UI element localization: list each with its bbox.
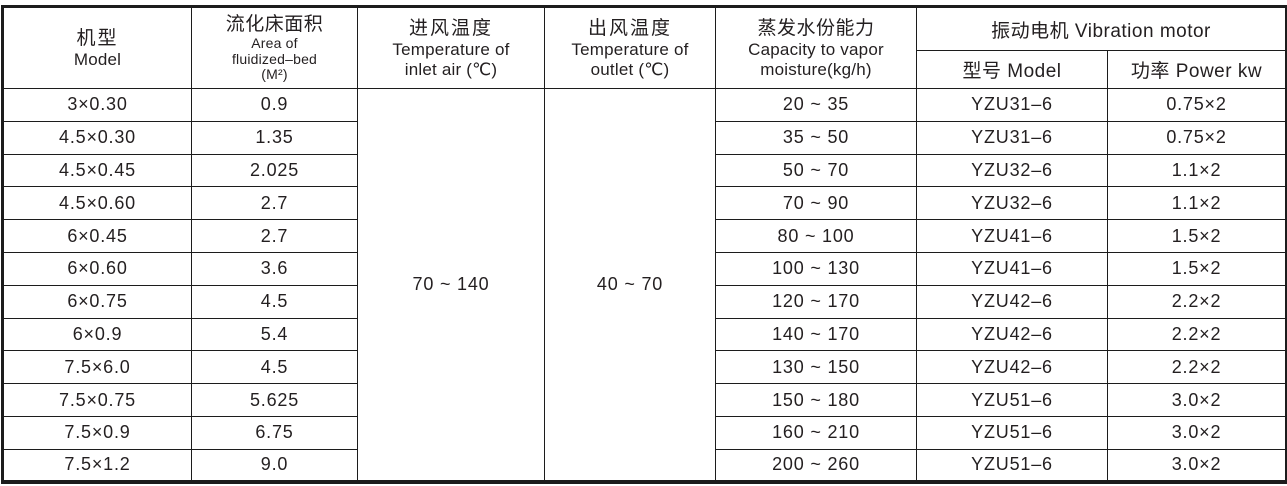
cell-area: 2.7 [191, 219, 358, 253]
cell-motor-model: YZU51–6 [916, 448, 1108, 483]
header-area-zh: 流化床面积 [225, 13, 324, 35]
table-row: 4.5×0.30 1.35 35 ~ 50 YZU31–6 0.75×2 [2, 120, 1287, 155]
table-row: 6×0.75 4.5 120 ~ 170 YZU42–6 2.2×2 [2, 284, 1287, 319]
cell-motor-model: YZU42–6 [916, 284, 1108, 319]
cell-motor-model: YZU41–6 [916, 251, 1108, 286]
cell-power: 1.5×2 [1107, 251, 1287, 286]
cell-capacity: 35 ~ 50 [715, 120, 917, 155]
fluidized-bed-dryer-spec-table: 机型 Model 流化床面积 Area of fluidized–bed (M²… [1, 5, 1287, 485]
cell-model: 3×0.30 [2, 88, 192, 122]
table-row: 6×0.60 3.6 100 ~ 130 YZU41–6 1.5×2 [2, 251, 1287, 286]
cell-capacity: 70 ~ 90 [715, 186, 917, 221]
cell-model: 6×0.60 [2, 251, 192, 286]
header-inlet-air-temp: 进风温度 Temperature of inlet air (℃) [357, 6, 545, 89]
cell-motor-model: YZU51–6 [916, 383, 1108, 417]
cell-model: 7.5×0.75 [2, 383, 192, 417]
cell-capacity: 120 ~ 170 [715, 284, 917, 319]
cell-area: 5.625 [191, 383, 358, 417]
cell-capacity: 160 ~ 210 [715, 415, 917, 450]
cell-power: 2.2×2 [1107, 350, 1287, 385]
cell-power: 1.1×2 [1107, 186, 1287, 221]
cell-inlet-air-temp: 70 ~ 140 [357, 88, 545, 483]
cell-area: 4.5 [191, 284, 358, 319]
cell-area: 4.5 [191, 350, 358, 385]
cell-power: 0.75×2 [1107, 120, 1287, 155]
header-model: 机型 Model [2, 6, 192, 89]
cell-area: 2.7 [191, 186, 358, 221]
cell-capacity: 50 ~ 70 [715, 153, 917, 188]
header-vapor-capacity-zh: 蒸发水份能力 [757, 18, 875, 40]
header-vapor-capacity: 蒸发水份能力 Capacity to vapor moisture(kg/h) [715, 6, 917, 89]
cell-area: 2.025 [191, 153, 358, 188]
table-body: 3×0.30 0.9 70 ~ 140 40 ~ 70 20 ~ 35 YZU3… [2, 88, 1287, 483]
header-vibration-motor: 振动电机 Vibration motor [916, 6, 1287, 51]
cell-model: 7.5×1.2 [2, 448, 192, 483]
cell-capacity: 150 ~ 180 [715, 383, 917, 417]
cell-motor-model: YZU41–6 [916, 219, 1108, 253]
header-motor-power: 功率 Power kw [1107, 50, 1287, 89]
cell-capacity: 100 ~ 130 [715, 251, 917, 286]
cell-power: 3.0×2 [1107, 383, 1287, 417]
cell-area: 5.4 [191, 317, 358, 352]
cell-capacity: 140 ~ 170 [715, 317, 917, 352]
cell-power: 2.2×2 [1107, 284, 1287, 319]
cell-model: 4.5×0.60 [2, 186, 192, 221]
header-vapor-capacity-en: Capacity to vapor moisture(kg/h) [748, 40, 884, 79]
cell-power: 0.75×2 [1107, 88, 1287, 122]
header-outlet-air-temp-en: Temperature of outlet (℃) [571, 40, 689, 79]
table-row: 6×0.45 2.7 80 ~ 100 YZU41–6 1.5×2 [2, 219, 1287, 253]
header-inlet-air-temp-zh: 进风温度 [408, 18, 493, 40]
cell-motor-model: YZU32–6 [916, 186, 1108, 221]
header-model-zh: 机型 [76, 27, 119, 49]
cell-power: 1.1×2 [1107, 153, 1287, 188]
cell-model: 4.5×0.30 [2, 120, 192, 155]
table-row: 3×0.30 0.9 70 ~ 140 40 ~ 70 20 ~ 35 YZU3… [2, 88, 1287, 483]
cell-motor-model: YZU42–6 [916, 317, 1108, 352]
cell-model: 6×0.9 [2, 317, 192, 352]
cell-motor-model: YZU42–6 [916, 350, 1108, 385]
cell-motor-model: YZU31–6 [916, 88, 1108, 122]
table-row: 4.5×0.45 2.025 50 ~ 70 YZU32–6 1.1×2 [2, 153, 1287, 188]
cell-model: 6×0.75 [2, 284, 192, 319]
table-row: 7.5×0.75 5.625 150 ~ 180 YZU51–6 3.0×2 [2, 383, 1287, 417]
table-row: 7.5×1.2 9.0 200 ~ 260 YZU51–6 3.0×2 [2, 448, 1287, 483]
header-row-2: 型号 Model 功率 Power kw [3, 50, 1287, 89]
cell-area: 9.0 [191, 448, 358, 483]
cell-area: 6.75 [191, 415, 358, 450]
cell-power: 3.0×2 [1107, 415, 1287, 450]
cell-capacity: 80 ~ 100 [715, 219, 917, 253]
cell-capacity: 200 ~ 260 [715, 448, 917, 483]
cell-area: 0.9 [191, 88, 358, 122]
cell-model: 6×0.45 [2, 219, 192, 253]
cell-model: 7.5×6.0 [2, 350, 192, 385]
table-row: 7.5×6.0 4.5 130 ~ 150 YZU42–6 2.2×2 [2, 350, 1287, 385]
header-area-en: Area of fluidized–bed (M²) [231, 35, 318, 83]
cell-power: 1.5×2 [1107, 219, 1287, 253]
table-row: 4.5×0.60 2.7 70 ~ 90 YZU32–6 1.1×2 [2, 186, 1287, 221]
cell-power: 3.0×2 [1107, 448, 1287, 483]
header-row-1: 机型 Model 流化床面积 Area of fluidized–bed (M²… [2, 6, 1287, 89]
cell-power: 2.2×2 [1107, 317, 1287, 352]
cell-motor-model: YZU32–6 [916, 153, 1108, 188]
header-outlet-air-temp-zh: 出风温度 [587, 18, 672, 40]
header-model-en: Model [73, 49, 122, 69]
header-motor-model: 型号 Model [916, 50, 1108, 89]
table-row: 7.5×0.9 6.75 160 ~ 210 YZU51–6 3.0×2 [2, 415, 1287, 450]
cell-motor-model: YZU51–6 [916, 415, 1108, 450]
cell-area: 3.6 [191, 251, 358, 286]
cell-model: 4.5×0.45 [2, 153, 192, 188]
header-outlet-air-temp: 出风温度 Temperature of outlet (℃) [544, 6, 716, 89]
header-area: 流化床面积 Area of fluidized–bed (M²) [191, 6, 358, 89]
cell-outlet-air-temp: 40 ~ 70 [544, 88, 716, 483]
cell-area: 1.35 [191, 120, 358, 155]
cell-motor-model: YZU31–6 [916, 120, 1108, 155]
cell-model: 7.5×0.9 [2, 415, 192, 450]
cell-capacity: 130 ~ 150 [715, 350, 917, 385]
table-header: 机型 Model 流化床面积 Area of fluidized–bed (M²… [2, 6, 1287, 89]
header-inlet-air-temp-en: Temperature of inlet air (℃) [392, 40, 510, 79]
cell-capacity: 20 ~ 35 [715, 88, 917, 122]
